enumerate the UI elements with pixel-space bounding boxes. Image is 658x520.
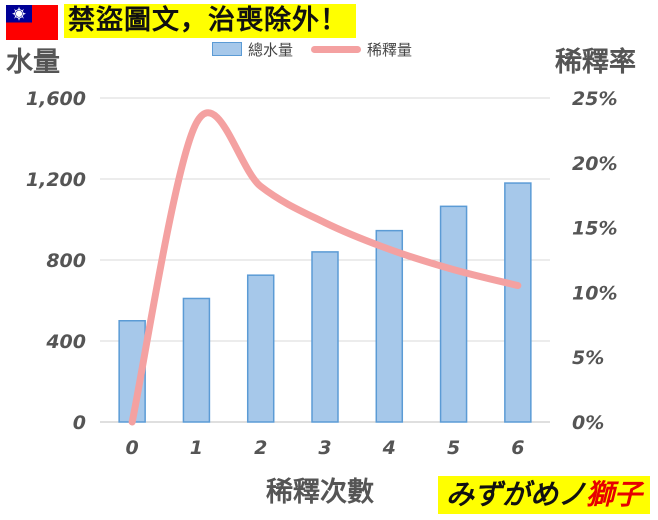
y-axis-right-label: 稀釋率 — [555, 47, 636, 78]
y-tick-label-right: 25% — [572, 88, 617, 110]
legend-label-total-water: 總水量 — [248, 40, 294, 59]
y-tick-label-right: 10% — [572, 282, 617, 304]
bar-total-water — [504, 182, 532, 423]
y-tick-label-left: 400 — [45, 331, 86, 353]
x-axis-label: 稀釋次數 — [266, 477, 374, 508]
y-axis-left-label: 水量 — [6, 47, 60, 78]
x-tick-label: 5 — [447, 437, 460, 459]
y-tick-label-left: 1,200 — [26, 169, 86, 191]
y-tick-label-right: 0% — [572, 412, 604, 434]
y-tick-label-left: 0 — [73, 412, 86, 434]
y-tick-label-left: 800 — [46, 250, 86, 272]
y-tick-label-left: 1,600 — [26, 88, 86, 110]
legend-label-dilution: 稀釋量 — [367, 40, 413, 59]
x-tick-label: 0 — [126, 437, 139, 459]
y-tick-label-right: 15% — [572, 218, 617, 240]
taiwan-flag-icon — [6, 5, 58, 40]
chart-legend: 總水量 稀釋量 — [212, 38, 430, 60]
bar-total-water — [375, 229, 404, 423]
legend-line-swatch — [311, 45, 362, 53]
signature-accent: 獅子 — [585, 478, 642, 511]
x-tick-label: 2 — [254, 437, 267, 459]
signature-main: みずがめノ — [445, 478, 586, 511]
warning-banner: 禁盜圖文，治喪除外！ — [64, 4, 356, 38]
legend-item-dilution: 稀釋量 — [311, 39, 412, 60]
x-tick-label: 3 — [318, 437, 331, 459]
y-tick-label-right: 5% — [572, 347, 604, 369]
series-line-dilution — [128, 109, 522, 426]
legend-bar-swatch — [212, 42, 242, 56]
y-tick-label-right: 20% — [572, 153, 617, 175]
legend-item-total-water: 總水量 — [212, 39, 293, 60]
x-tick-label: 4 — [382, 437, 396, 459]
x-tick-label: 6 — [511, 437, 524, 459]
x-tick-label: 1 — [190, 437, 203, 459]
bar-total-water — [182, 297, 211, 423]
bar-total-water — [311, 251, 339, 423]
bar-total-water — [439, 205, 468, 423]
bar-total-water — [246, 274, 275, 423]
author-signature: みずがめノ獅子 — [437, 476, 650, 514]
